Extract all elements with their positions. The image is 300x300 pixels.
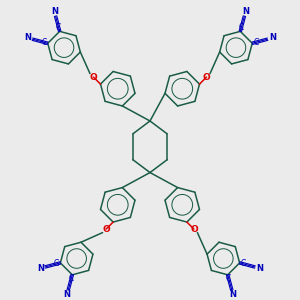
Text: C: C <box>241 260 246 268</box>
Text: N: N <box>63 290 70 299</box>
Text: O: O <box>190 225 198 234</box>
Text: O: O <box>90 73 98 82</box>
Text: C: C <box>56 23 61 32</box>
Text: C: C <box>41 38 46 47</box>
Text: N: N <box>51 7 58 16</box>
Text: O: O <box>102 225 110 234</box>
Text: C: C <box>254 38 259 47</box>
Text: N: N <box>24 33 31 42</box>
Text: N: N <box>256 264 263 273</box>
Text: C: C <box>226 274 231 283</box>
Text: C: C <box>54 260 59 268</box>
Text: N: N <box>37 264 44 273</box>
Text: O: O <box>202 73 210 82</box>
Text: C: C <box>69 274 74 283</box>
Text: N: N <box>269 33 276 42</box>
Text: N: N <box>230 290 237 299</box>
Text: N: N <box>242 7 249 16</box>
Text: C: C <box>239 23 244 32</box>
